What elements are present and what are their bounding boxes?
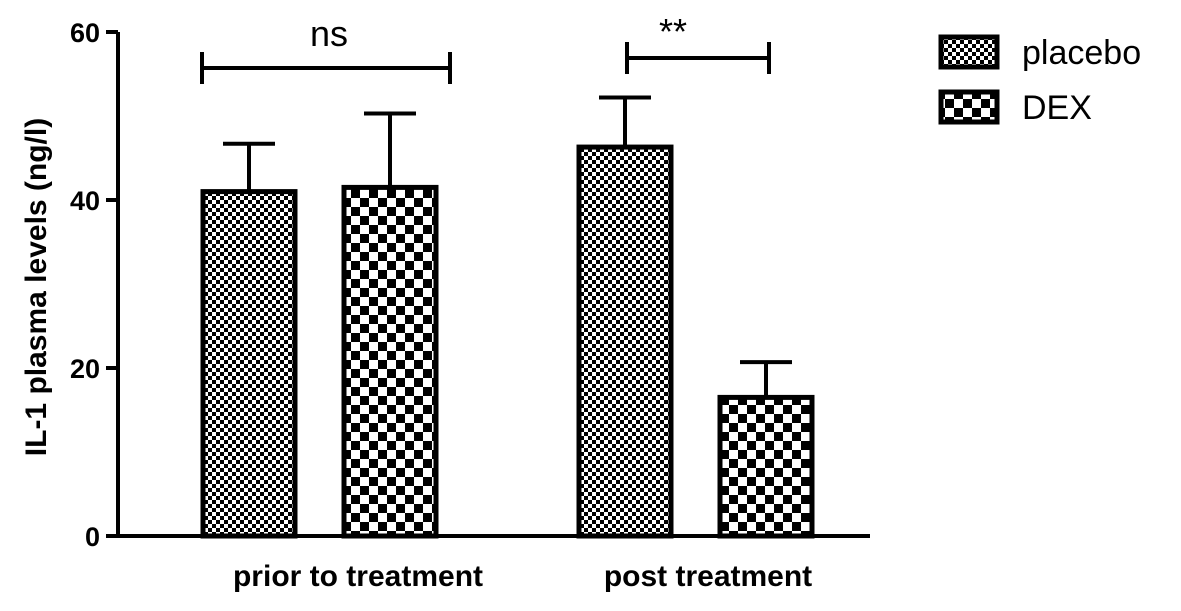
bar <box>717 394 815 539</box>
legend: placebo DEX <box>938 34 1141 127</box>
significance-label: ** <box>659 11 687 52</box>
y-axis-title: IL-1 plasma levels (ng/l) <box>20 118 53 456</box>
x-category-label: post treatment <box>604 560 812 593</box>
legend-label: DEX <box>1022 89 1092 127</box>
x-category-label: prior to treatment <box>233 560 483 593</box>
bar <box>341 184 439 539</box>
error-bars-group <box>223 95 792 398</box>
bar <box>200 189 298 539</box>
y-tick-label: 60 <box>70 18 100 48</box>
legend-swatch <box>938 89 1000 125</box>
bar <box>576 144 674 539</box>
significance-label: ns <box>310 13 348 54</box>
y-tick-label: 20 <box>70 354 100 384</box>
legend-label: placebo <box>1022 34 1141 72</box>
y-tick-label: 40 <box>70 186 100 216</box>
significance-group: ns ** <box>200 11 771 84</box>
x-axis: prior to treatment post treatment <box>118 534 870 593</box>
y-axis: 0 20 40 60 <box>70 18 120 552</box>
y-tick-label: 0 <box>85 522 100 552</box>
legend-swatch <box>938 34 1000 70</box>
bars-group <box>200 144 815 539</box>
